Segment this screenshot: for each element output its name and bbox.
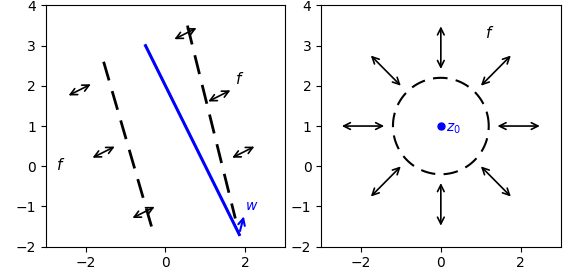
Text: $w$: $w$ <box>245 199 259 213</box>
Text: $f$: $f$ <box>235 71 245 87</box>
Text: $f$: $f$ <box>55 157 65 173</box>
Text: $z_0$: $z_0$ <box>446 122 460 136</box>
Text: $f$: $f$ <box>484 25 494 41</box>
